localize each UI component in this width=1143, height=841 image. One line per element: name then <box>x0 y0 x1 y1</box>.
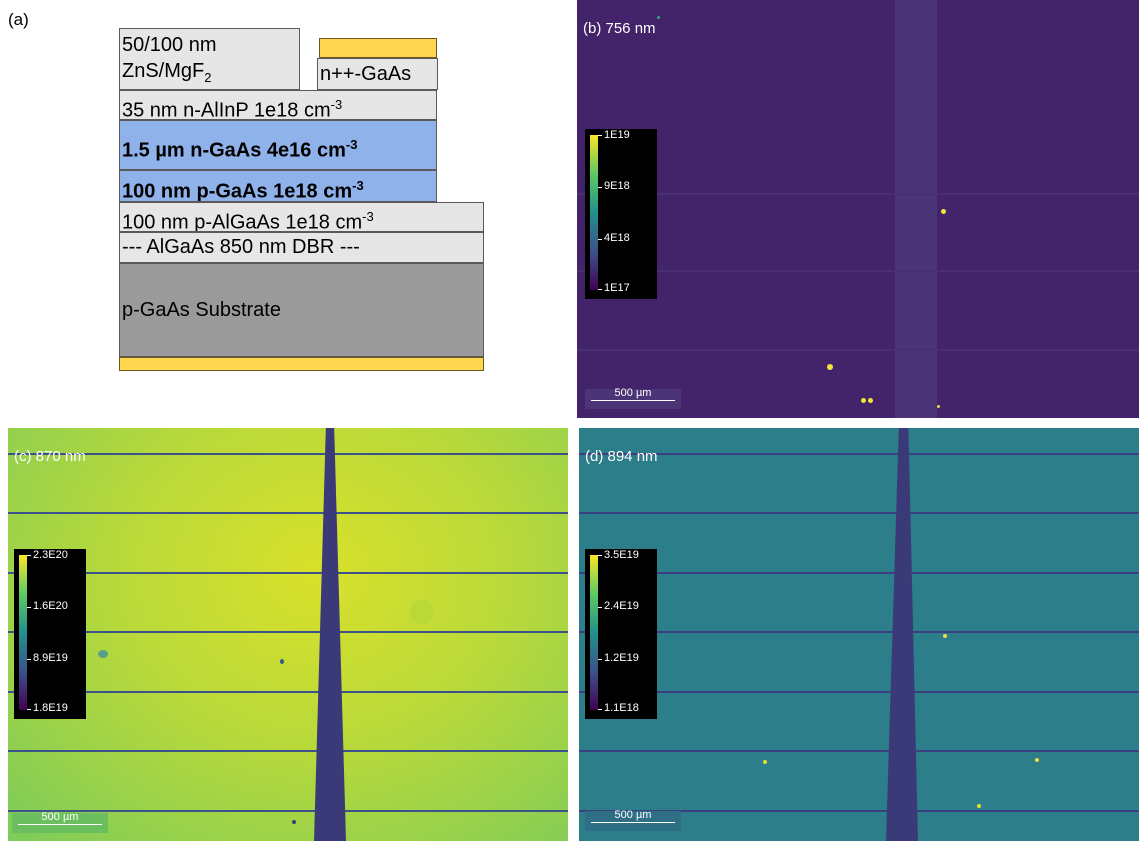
colorbar-894nm: 3.5E19 2.4E19 1.2E19 1.1E18 <box>585 549 657 719</box>
coating-line1: 50/100 nm <box>122 34 217 56</box>
finger-line <box>579 572 1139 574</box>
defect-spot <box>943 634 947 638</box>
finger-line <box>8 572 568 574</box>
colorbar-tick-label: 4E18 <box>604 232 630 244</box>
coating-line2: ZnS/MgF2 <box>122 60 212 85</box>
bsf-layer: 100 nm p-AlGaAs 1e18 cm-3 <box>119 202 484 232</box>
colorbar-tick-label: 2.3E20 <box>33 549 68 561</box>
finger-line <box>579 750 1139 752</box>
scalebar-label: 500 µm <box>614 809 652 821</box>
defect-spot <box>280 659 284 664</box>
finger-line <box>577 193 1139 195</box>
defect-spot <box>937 405 940 408</box>
busbar <box>314 428 346 841</box>
colorbar-gradient <box>590 135 598 290</box>
coating-layer: 50/100 nm ZnS/MgF2 <box>119 28 300 90</box>
colorbar-tick-label: 9E18 <box>604 180 630 192</box>
dbr-layer: --- AlGaAs 850 nm DBR --- <box>119 232 484 263</box>
defect-spot <box>657 16 660 19</box>
finger-line <box>579 810 1139 812</box>
busbar <box>886 428 918 841</box>
colorbar-tick-label: 1.8E19 <box>33 702 68 714</box>
defect-spot <box>977 804 981 808</box>
finger-line <box>579 453 1139 455</box>
finger-line <box>577 349 1139 351</box>
finger-line <box>579 691 1139 693</box>
colorbar-tick-label: 1E17 <box>604 282 630 294</box>
defect-spot <box>410 600 434 624</box>
panel-c-title: (c) 870 nm <box>14 448 86 465</box>
finger-line <box>8 691 568 693</box>
map-756nm: (b) 756 nm 1E19 9E18 4E18 1E17 500 µm <box>577 0 1139 418</box>
emitter-layer: 1.5 µm n-GaAs 4e16 cm-3 <box>119 120 437 170</box>
defect-spot <box>861 398 866 403</box>
scalebar: 500 µm <box>585 809 681 831</box>
defect-spot <box>98 650 108 658</box>
defect-spot <box>1035 758 1039 762</box>
panel-b-title: (b) 756 nm <box>583 20 656 37</box>
colorbar-756nm: 1E19 9E18 4E18 1E17 <box>585 129 657 299</box>
colorbar-tick-label: 3.5E19 <box>604 549 639 561</box>
finger-line <box>8 750 568 752</box>
scalebar-label: 500 µm <box>41 811 79 823</box>
defect-spot <box>941 209 946 214</box>
defect-spot <box>827 364 833 370</box>
substrate-layer: p-GaAs Substrate <box>119 263 484 357</box>
defect-spot <box>763 760 767 764</box>
finger-line <box>8 512 568 514</box>
busbar-shadow <box>895 0 937 418</box>
colorbar-gradient <box>590 555 598 710</box>
front-contact-metal <box>319 38 437 58</box>
contact-cap-layer: n++-GaAs <box>317 58 438 90</box>
map-894nm: (d) 894 nm 3.5E19 2.4E19 1.2E19 1.1E18 5… <box>579 428 1139 841</box>
finger-line <box>579 631 1139 633</box>
defect-spot <box>292 820 296 824</box>
colorbar-tick-label: 1.1E18 <box>604 702 639 714</box>
colorbar-870nm: 2.3E20 1.6E20 8.9E19 1.8E19 <box>14 549 86 719</box>
base-layer: 100 nm p-GaAs 1e18 cm-3 <box>119 170 437 202</box>
finger-line <box>8 810 568 812</box>
finger-line <box>8 453 568 455</box>
colorbar-tick-label: 1.6E20 <box>33 600 68 612</box>
panel-d-title: (d) 894 nm <box>585 448 658 465</box>
window-layer: 35 nm n-AlInP 1e18 cm-3 <box>119 90 437 120</box>
panel-a-label: (a) <box>8 10 29 29</box>
colorbar-tick-label: 1E19 <box>604 129 630 141</box>
finger-line <box>579 512 1139 514</box>
back-contact-metal <box>119 357 484 371</box>
map-870nm: (c) 870 nm 2.3E20 1.6E20 8.9E19 1.8E19 5… <box>8 428 568 841</box>
colorbar-tick-label: 8.9E19 <box>33 652 68 664</box>
colorbar-tick-label: 2.4E19 <box>604 600 639 612</box>
defect-spot <box>868 398 873 403</box>
scalebar: 500 µm <box>585 387 681 409</box>
scalebar: 500 µm <box>12 811 108 833</box>
scalebar-label: 500 µm <box>614 387 652 399</box>
finger-line <box>577 270 1139 272</box>
colorbar-gradient <box>19 555 27 710</box>
colorbar-tick-label: 1.2E19 <box>604 652 639 664</box>
finger-line <box>8 631 568 633</box>
